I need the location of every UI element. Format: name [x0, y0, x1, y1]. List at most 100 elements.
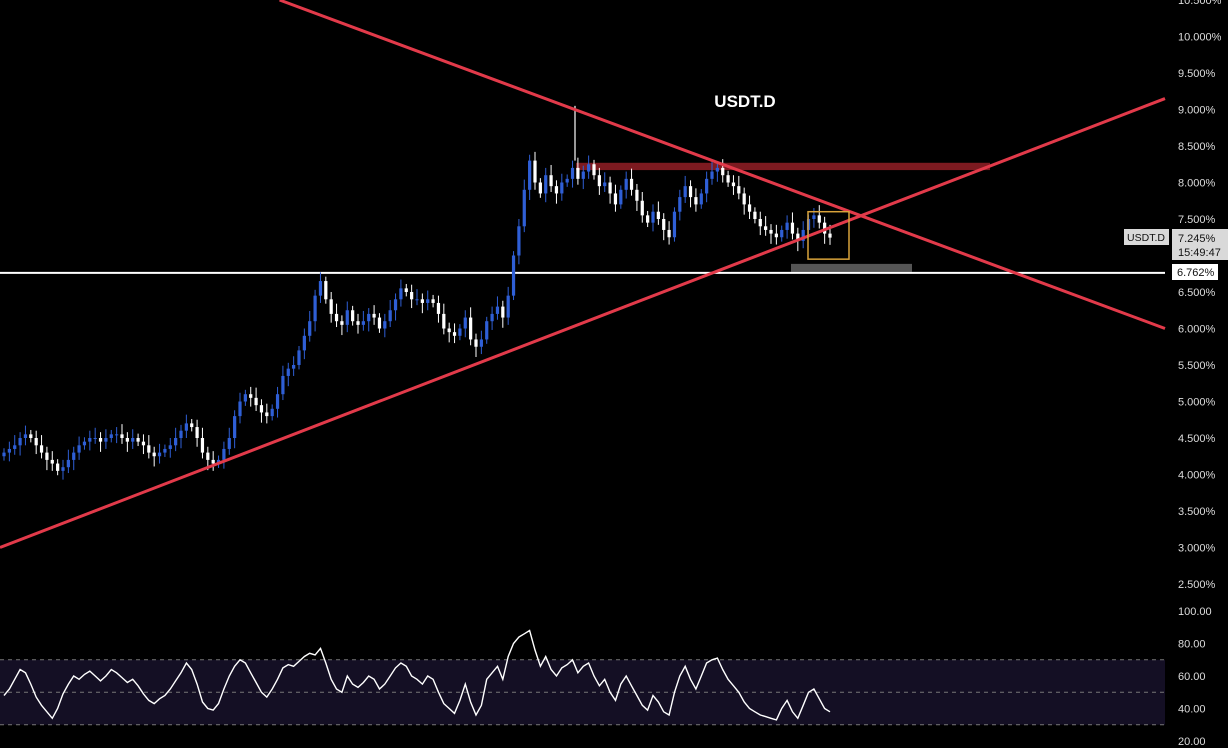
resistance-zone — [576, 162, 990, 171]
price-axis[interactable]: 10.500% 10.000% 9.500% 9.000% 8.500% 8.000% 7.… — [1178, 0, 1222, 591]
candle — [372, 313, 376, 318]
candle — [742, 193, 746, 205]
candle — [640, 200, 644, 216]
candle — [292, 365, 296, 369]
candle — [377, 317, 382, 329]
candle — [662, 219, 666, 230]
candle — [410, 292, 414, 300]
candle — [544, 175, 548, 194]
candle — [474, 339, 478, 347]
candle — [270, 408, 274, 417]
candle — [726, 175, 730, 183]
candle — [613, 193, 618, 205]
candle — [656, 211, 660, 219]
candle — [597, 175, 601, 187]
candle — [603, 182, 607, 187]
candle — [812, 215, 816, 219]
candle — [796, 233, 800, 241]
support-zone — [791, 263, 912, 272]
price-tick-label: 5.500% — [1178, 360, 1216, 372]
candle — [141, 441, 146, 446]
candle — [646, 215, 650, 223]
candle — [737, 186, 741, 194]
candle — [345, 310, 349, 325]
candle — [163, 448, 167, 453]
candle — [77, 445, 81, 453]
candle — [490, 313, 494, 322]
candle — [39, 445, 44, 453]
candle — [61, 467, 65, 471]
rsi-layer — [3, 629, 831, 721]
candle — [801, 229, 805, 241]
candle — [629, 178, 634, 190]
candle — [699, 193, 703, 205]
price-tick-label: 4.500% — [1178, 433, 1216, 445]
candle — [168, 445, 172, 449]
candle — [184, 423, 188, 431]
candle — [667, 229, 671, 238]
candle — [388, 310, 392, 322]
candle — [431, 299, 435, 303]
symbol-label: USDT.D — [1127, 232, 1165, 244]
candle — [828, 233, 832, 238]
candle — [747, 204, 752, 212]
candle — [254, 397, 258, 406]
last-price-label: 7.245% — [1178, 233, 1216, 245]
candle — [147, 445, 151, 453]
candle — [72, 452, 76, 460]
price-tick-label: 10.500% — [1178, 0, 1222, 7]
candle — [7, 448, 11, 453]
candle — [361, 321, 365, 325]
rsi-tick-label: 20.00 — [1178, 736, 1206, 748]
candle — [2, 452, 6, 457]
candle — [769, 229, 773, 234]
candle — [764, 226, 768, 230]
candle — [18, 438, 22, 446]
candle — [785, 222, 789, 230]
rsi-band-fill — [0, 659, 1165, 725]
candle — [538, 182, 542, 194]
candle — [195, 427, 199, 438]
price-tick-label: 3.000% — [1178, 543, 1216, 555]
price-tick-label: 10.000% — [1178, 32, 1222, 44]
candle — [517, 226, 521, 256]
candle — [190, 423, 194, 428]
candle — [297, 350, 301, 365]
price-tick-label: 7.500% — [1178, 214, 1216, 226]
candle — [458, 328, 462, 336]
candle — [324, 281, 328, 300]
candle — [426, 299, 430, 303]
candle — [705, 178, 709, 194]
candle — [356, 321, 360, 325]
last-price-label-bg — [1172, 229, 1228, 260]
candle — [511, 255, 516, 296]
candle — [318, 281, 323, 296]
candle — [29, 434, 33, 438]
candle — [678, 197, 682, 212]
candle — [206, 452, 210, 460]
candle — [479, 339, 483, 347]
candle — [753, 211, 757, 219]
candle — [131, 438, 135, 442]
candle — [576, 167, 580, 179]
candle — [463, 317, 467, 329]
candle — [683, 186, 687, 198]
candle — [485, 321, 489, 340]
rsi-tick-label: 60.00 — [1178, 671, 1206, 683]
candle — [259, 405, 264, 413]
candle — [710, 171, 714, 179]
candle — [340, 321, 344, 325]
candle — [227, 438, 231, 449]
candle — [351, 310, 355, 322]
candle — [211, 459, 215, 464]
price-tick-label: 6.000% — [1178, 324, 1216, 336]
price-tick-label: 8.500% — [1178, 141, 1216, 153]
rsi-tick-label: 40.00 — [1178, 704, 1206, 716]
candle — [50, 459, 54, 464]
candle — [554, 186, 559, 194]
candle — [243, 394, 247, 402]
rsi-axis[interactable]: 100.00 80.00 60.00 40.00 20.00 — [1178, 606, 1212, 748]
candles-layer — [2, 105, 832, 480]
